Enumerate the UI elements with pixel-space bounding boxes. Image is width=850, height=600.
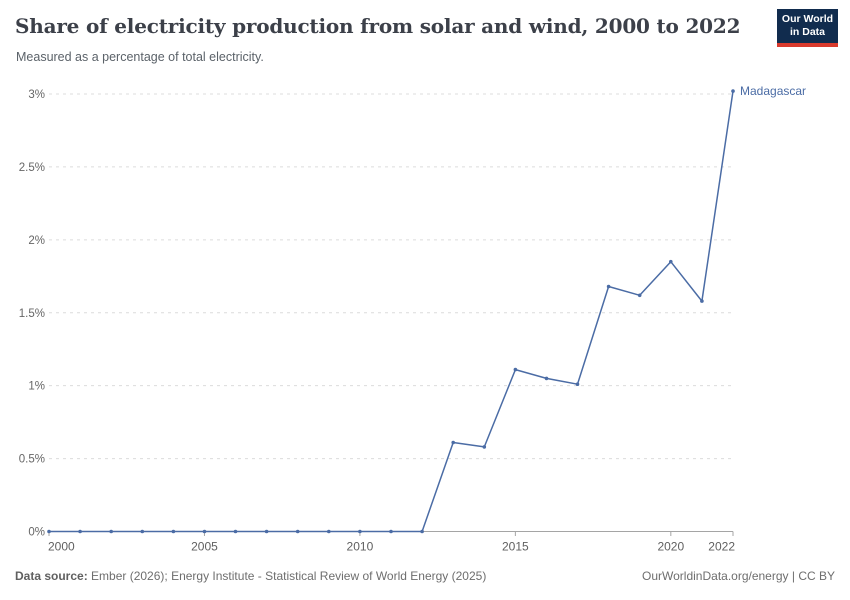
series-line (48, 90, 734, 533)
data-point (78, 529, 82, 534)
data-source-text: Ember (2026); Energy Institute - Statist… (87, 569, 487, 583)
data-point (482, 445, 487, 449)
chart-footer: Data source: Ember (2026); Energy Instit… (15, 569, 835, 583)
x-tick-label: 2015 (502, 540, 529, 554)
data-point (109, 529, 113, 534)
chart-subtitle: Measured as a percentage of total electr… (16, 50, 264, 64)
data-point (669, 259, 673, 264)
entity-label: Madagascar (740, 84, 806, 98)
x-tick-label: 2000 (48, 540, 75, 554)
data-source-label: Data source: (15, 569, 88, 583)
x-tick-label: 2022 (708, 540, 735, 554)
owid-logo-text: Our World in Data (782, 13, 833, 39)
owid-logo-line2: in Data (789, 26, 825, 38)
data-point (606, 284, 611, 289)
data-point (700, 299, 704, 303)
data-point (575, 382, 580, 387)
y-tick-label: 3% (28, 89, 45, 101)
attribution-credit: OurWorldinData.org/energy | CC BY (642, 569, 835, 583)
data-point (731, 89, 735, 93)
data-point (513, 367, 518, 372)
x-tick-label: 2005 (191, 540, 218, 554)
data-point (171, 529, 176, 534)
y-tick-label: 0.5% (19, 454, 45, 466)
data-source: Data source: Ember (2026); Energy Instit… (15, 569, 486, 583)
owid-logo-line1: Our World (781, 13, 834, 26)
data-point (358, 529, 362, 534)
y-tick-label: 2% (28, 235, 45, 247)
data-point (140, 529, 145, 534)
data-point (420, 529, 424, 534)
y-tick-label: 0% (28, 527, 45, 539)
x-tick-label: 2010 (347, 540, 374, 554)
data-point (264, 529, 269, 534)
data-point (295, 529, 300, 534)
y-tick-label: 2.5% (19, 162, 45, 174)
y-tick-label: 1.5% (19, 308, 45, 320)
data-point (451, 440, 456, 445)
data-point (637, 293, 642, 298)
owid-logo: Our World in Data (777, 9, 838, 47)
y-tick-label: 1% (28, 381, 45, 393)
data-point (202, 529, 207, 534)
chart-title: Share of electricity production from sol… (15, 14, 741, 38)
data-point (47, 529, 51, 534)
data-point (233, 529, 238, 534)
data-point (389, 529, 393, 534)
data-point (544, 376, 549, 381)
x-tick-label: 2020 (657, 540, 684, 554)
data-point (327, 529, 331, 534)
